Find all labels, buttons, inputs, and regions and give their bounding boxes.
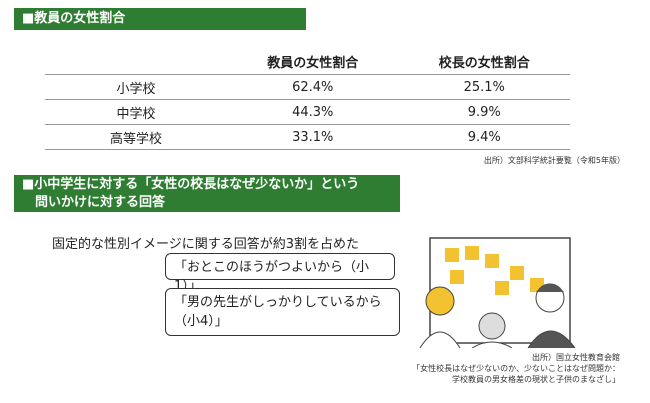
illustration bbox=[419, 237, 576, 348]
table-row: 小学校 62.4% 25.1% bbox=[45, 74, 570, 100]
cell-value: 9.9% bbox=[398, 99, 570, 125]
speech-bubble: 「おとこのほうがつよいから（小1）」 bbox=[165, 253, 395, 294]
title-line: 問いかけに対する回答 bbox=[22, 195, 166, 210]
source-line: 「女性校長はなぜ少ないのか、少ないことはなぜ問題か： bbox=[412, 364, 620, 373]
ratio-table: 教員の女性割合 校長の女性割合 小学校 62.4% 25.1% 中学校 44.3% 9.9%… bbox=[45, 48, 570, 150]
section-title: ■教員の女性割合 bbox=[14, 8, 306, 30]
cell-value: 9.4% bbox=[398, 124, 570, 150]
section-title: ■小中学生に対する「女性の校長はなぜ少ないか」という 問いかけに対する回答 bbox=[14, 175, 400, 212]
source: 出所）文部科学統計要覧（令和5年版） bbox=[483, 156, 625, 165]
cell-value: 44.3% bbox=[227, 99, 399, 125]
row-label: 中学校 bbox=[45, 99, 227, 125]
quote-line: 「男の先生がしっかりしているから bbox=[174, 295, 382, 310]
row-label: 小学校 bbox=[45, 74, 227, 100]
cell-value: 33.1% bbox=[227, 124, 399, 150]
cell-value: 62.4% bbox=[227, 74, 399, 100]
title-line: ■小中学生に対する「女性の校長はなぜ少ないか」という bbox=[22, 177, 360, 192]
row-label: 高等学校 bbox=[45, 124, 227, 150]
col-header: 教員の女性割合 bbox=[267, 55, 359, 71]
table-row: 中学校 44.3% 9.9% bbox=[45, 99, 570, 125]
col-header: 校長の女性割合 bbox=[438, 55, 530, 71]
speech-bubble: 「男の先生がしっかりしているから （小4）」 bbox=[165, 288, 400, 336]
summary: 固定的な性別イメージに関する回答が約3割を占めた bbox=[52, 237, 360, 252]
quote-line: （小4）」 bbox=[174, 314, 228, 329]
cell-value: 25.1% bbox=[398, 74, 570, 100]
source-line: 学校教員の男女格差の現状と子供のまなざし」 bbox=[452, 375, 620, 384]
table-row: 高等学校 33.1% 9.4% bbox=[45, 124, 570, 150]
source-line: 出所）国立女性教育会館 bbox=[532, 353, 620, 362]
source: 出所）国立女性教育会館「女性校長はなぜ少ないのか、少ないことはなぜ問題か： 学校教… bbox=[412, 352, 620, 385]
